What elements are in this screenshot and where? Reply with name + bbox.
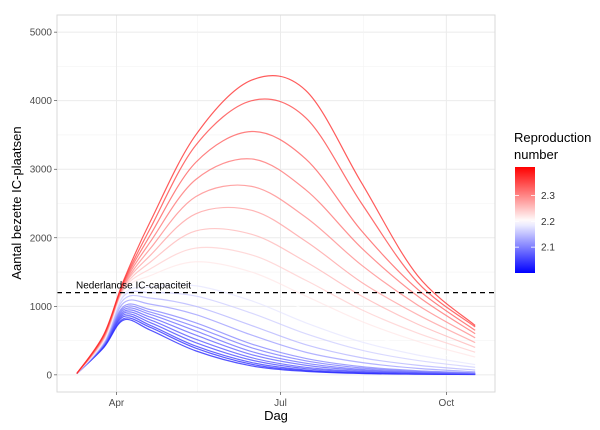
color-legend: Reproduction number 2.1 2.2 2.3: [514, 130, 591, 273]
y-tick-label: 1000: [30, 302, 53, 313]
panel-border: [56, 14, 496, 393]
legend-title-line1: Reproduction: [514, 130, 591, 145]
series-lines: [76, 74, 476, 376]
series-line: [76, 303, 476, 374]
y-tick-label: 2000: [30, 233, 53, 244]
legend-tick-label: 2.2: [541, 217, 555, 228]
x-axis: Apr Jul Oct: [109, 392, 455, 409]
x-tick-label: Oct: [439, 398, 455, 409]
series-line: [76, 294, 476, 374]
legend-tick-label: 2.3: [541, 191, 555, 202]
series-line: [76, 317, 476, 376]
legend-ticks: 2.1 2.2 2.3: [515, 191, 555, 254]
y-tick-label: 4000: [30, 96, 53, 107]
x-axis-label: Dag: [264, 408, 288, 423]
series-line: [76, 261, 476, 374]
x-tick-label: Apr: [109, 398, 125, 409]
grid: [57, 15, 495, 392]
y-tick-label: 0: [46, 370, 52, 381]
series-line: [76, 309, 476, 375]
legend-colorbar: [515, 167, 535, 273]
series-line: [76, 74, 476, 374]
series-line: [76, 299, 476, 374]
legend-title-line2: number: [514, 147, 559, 162]
legend-tick-label: 2.1: [541, 243, 555, 254]
x-tick-label: Jul: [274, 398, 287, 409]
y-axis: 0 1000 2000 3000 4000 5000: [30, 28, 57, 381]
reference-line-group: Nederlandse IC-capaciteit: [57, 281, 495, 294]
ic-capacity-label: Nederlandse IC-capaciteit: [76, 281, 191, 292]
y-tick-label: 5000: [30, 28, 53, 39]
y-tick-label: 3000: [30, 165, 53, 176]
y-axis-label: Aantal bezette IC-plaatsen: [9, 126, 24, 279]
